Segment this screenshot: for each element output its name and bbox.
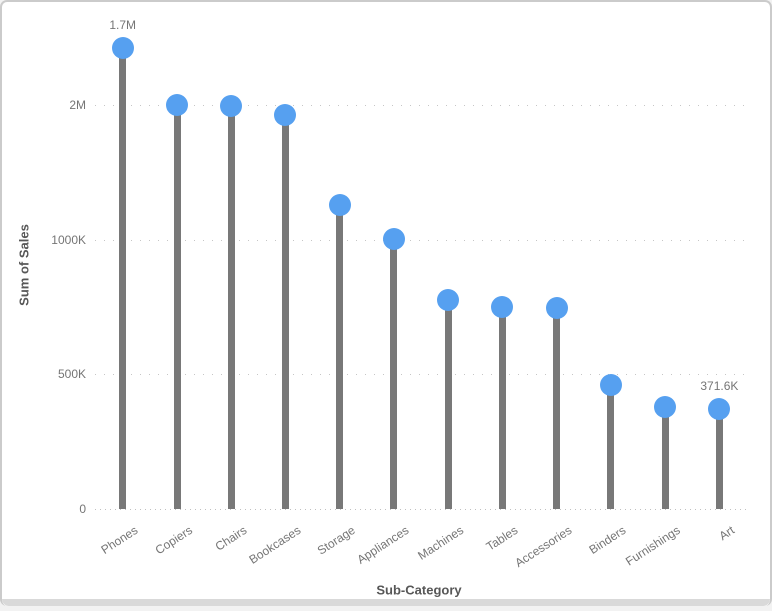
lollipop-stem-art[interactable] [715,409,723,509]
x-axis-tick-label-tables: Tables [483,523,521,554]
data-label-art: 371.6K [700,379,739,393]
x-axis-tick-label-copiers: Copiers [152,523,195,558]
lollipop-dot-tables[interactable] [491,295,514,318]
x-axis-tick-label-chairs: Chairs [212,523,249,554]
lollipop-stem-furnishings[interactable] [661,407,669,509]
lollipop-stem-accessories[interactable] [553,308,561,509]
x-axis-tick-label-furnishings: Furnishings [623,523,683,569]
lollipop-dot-copiers[interactable] [166,94,188,117]
lollipop-stem-phones[interactable] [119,48,127,509]
x-axis-tick-label-binders: Binders [586,523,629,557]
lollipop-dot-appliances[interactable] [382,228,405,251]
lollipop-dot-machines[interactable] [437,289,460,312]
x-axis-title: Sub-Category [376,582,462,598]
y-gridline [95,374,746,375]
lollipop-dot-art[interactable] [708,398,731,420]
lollipop-stem-bookcases[interactable] [281,115,289,509]
y-axis-tick-label: 2M [69,98,86,112]
y-axis-tick-label: 500K [57,367,86,381]
x-axis-tick-label-phones: Phones [98,523,141,557]
x-axis-baseline [95,509,746,510]
x-axis-tick-label-bookcases: Bookcases [246,523,304,567]
lollipop-stem-chairs[interactable] [227,106,235,509]
lollipop-dot-binders[interactable] [599,374,622,397]
x-axis-tick-label-storage: Storage [314,523,358,558]
lollipop-dot-storage[interactable] [328,194,351,217]
lollipop-stem-storage[interactable] [336,205,344,509]
y-axis-tick-label: 0 [79,502,86,516]
lollipop-dot-furnishings[interactable] [654,396,677,419]
lollipop-dot-bookcases[interactable] [274,104,297,126]
x-axis-tick-label-machines: Machines [415,523,466,563]
lollipop-dot-chairs[interactable] [220,95,243,118]
card-bottom-edge [2,599,770,606]
lollipop-stem-machines[interactable] [444,300,452,509]
y-axis-title: Sum of Sales [16,224,32,306]
lollipop-stem-binders[interactable] [607,385,615,509]
x-axis-tick-label-appliances: Appliances [354,523,412,567]
lollipop-stem-copiers[interactable] [173,105,181,509]
data-label-phones: 1.7M [109,18,137,33]
x-axis-tick-label-art: Art [716,523,738,544]
lollipop-dot-phones[interactable] [111,37,134,60]
x-axis-tick-label-accessories: Accessories [512,523,575,570]
y-gridline [95,240,746,241]
lollipop-dot-accessories[interactable] [545,297,568,319]
lollipop-stem-appliances[interactable] [390,239,398,509]
y-axis-tick-label: 1000K [51,233,86,247]
y-gridline [95,105,746,106]
lollipop-stem-tables[interactable] [498,306,506,509]
